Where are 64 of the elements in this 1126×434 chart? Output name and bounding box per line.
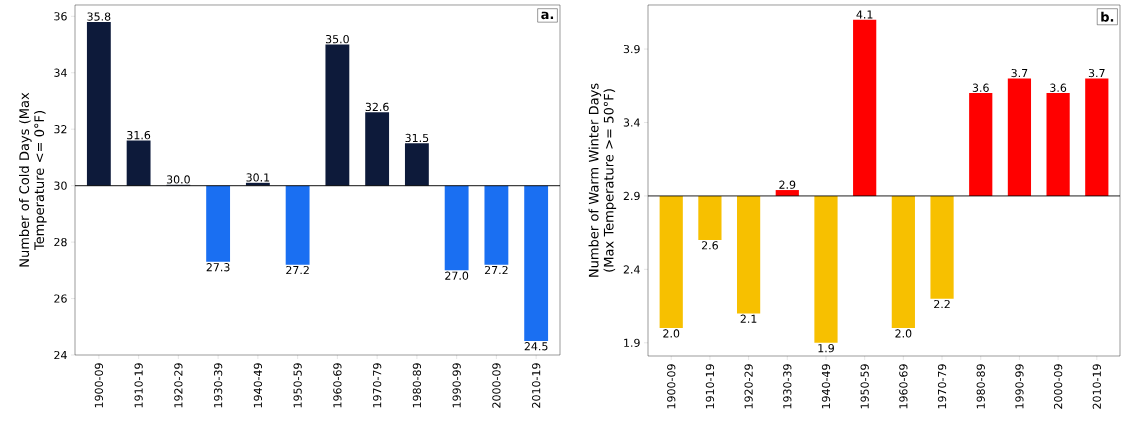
x-tick-label: 2010-19 <box>532 363 541 408</box>
data-label: 2.6 <box>701 241 718 250</box>
x-tick-label: 1980-89 <box>976 364 985 409</box>
x-tick-label: 1920-29 <box>744 364 753 409</box>
data-label: 31.5 <box>405 133 429 143</box>
data-label: 27.3 <box>206 263 230 272</box>
x-tick-label: 1930-39 <box>783 364 792 409</box>
x-tick-label: 1930-39 <box>213 363 223 408</box>
x-tick-label: 1950-59 <box>293 363 302 408</box>
x-tick-label: 1910-19 <box>705 364 715 409</box>
x-tick-label: 1940-49 <box>253 363 263 408</box>
data-label: 2.0 <box>895 329 912 338</box>
y-axis-title: Number of Cold Days (Max Temperature <= 0°F) <box>19 92 47 267</box>
data-label: 3.7 <box>1088 68 1105 78</box>
data-label: 24.5 <box>524 342 548 351</box>
data-label: 3.6 <box>972 83 989 92</box>
y-tick-label: 30 <box>54 181 67 190</box>
x-tick-label: 1960-69 <box>333 363 342 408</box>
y-axis-title: Number of Warm Winter Days (Max Temperature >= 50°F) <box>588 83 617 277</box>
y-tick-label: 2.4 <box>623 265 640 274</box>
data-label: 4.1 <box>856 10 873 19</box>
data-label: 35.0 <box>325 35 349 44</box>
y-tick-label: 3.4 <box>623 118 640 127</box>
x-tick-label: 2000-09 <box>492 363 501 408</box>
x-tick-label: 1960-69 <box>899 364 908 409</box>
x-tick-label: 2010-19 <box>1092 364 1101 409</box>
data-label: 2.2 <box>934 299 950 309</box>
x-tick-label: 1920-29 <box>174 363 183 408</box>
data-label: 3.7 <box>1011 68 1028 78</box>
y-tick-label: 34 <box>54 68 67 77</box>
data-label: 27.0 <box>445 271 469 280</box>
data-label: 2.9 <box>779 180 796 189</box>
data-label: 30.0 <box>166 175 190 184</box>
y-tick-label: 32 <box>54 125 67 134</box>
x-tick-label: 1990-99 <box>452 363 461 408</box>
data-label: 3.6 <box>1050 83 1067 92</box>
y-tick-label: 3.9 <box>623 44 640 54</box>
annotation: b. <box>1101 11 1114 22</box>
x-tick-label: 1980-89 <box>412 363 422 408</box>
x-tick-label: 1950-59 <box>860 364 869 409</box>
x-tick-label: 1990-99 <box>1015 364 1024 409</box>
y-tick-label: 26 <box>54 294 67 303</box>
y-tick-label: 2.9 <box>623 191 640 201</box>
x-tick-label: 1970-79 <box>937 364 947 409</box>
x-tick-label: 1940-49 <box>821 364 831 409</box>
y-tick-label: 24 <box>54 350 67 360</box>
y-tick-label: 28 <box>54 237 67 247</box>
annotation: a. <box>541 11 554 20</box>
y-tick-label: 1.9 <box>624 338 640 347</box>
x-tick-label: 1970-79 <box>372 363 382 408</box>
x-tick-label: 1910-19 <box>134 363 143 408</box>
data-label: 27.2 <box>286 265 309 275</box>
data-label: 1.9 <box>818 343 834 353</box>
data-label: 31.6 <box>127 130 151 140</box>
data-label: 32.6 <box>365 102 389 112</box>
data-label: 27.2 <box>484 265 508 275</box>
data-label: 2.1 <box>740 314 757 323</box>
y-tick-label: 36 <box>54 12 67 21</box>
data-label: 35.8 <box>87 12 111 21</box>
x-tick-label: 2000-09 <box>1053 364 1063 409</box>
data-label: 30.1 <box>246 173 270 182</box>
x-tick-label: 1900-09 <box>94 363 104 408</box>
x-tick-label: 1900-09 <box>667 364 676 409</box>
data-label: 2.0 <box>663 329 680 338</box>
